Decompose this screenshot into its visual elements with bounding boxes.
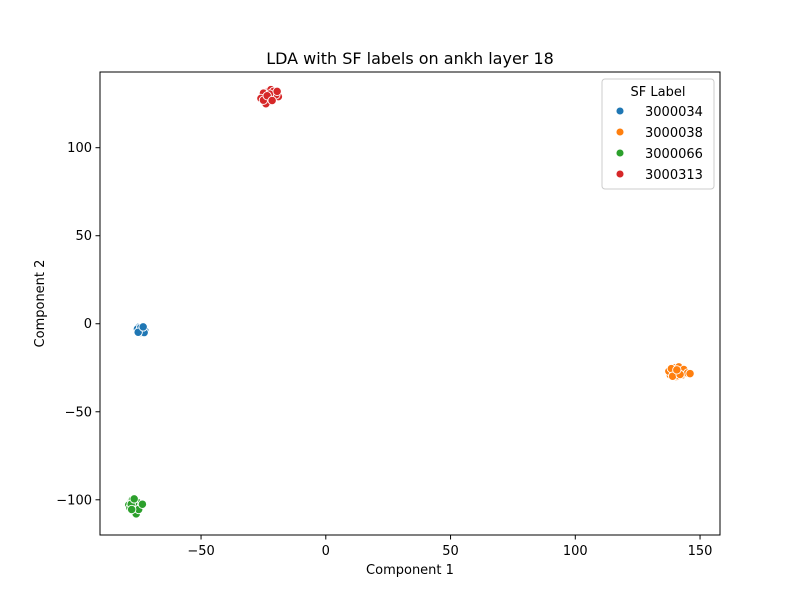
y-axis-ticks: −100 −50 0 50 100 — [56, 141, 100, 508]
y-tick-label: 0 — [84, 317, 92, 332]
data-point — [138, 322, 148, 332]
x-tick-label: 150 — [688, 544, 713, 559]
legend-marker — [615, 148, 625, 158]
y-tick-label: −50 — [65, 405, 92, 420]
x-tick-label: 100 — [563, 544, 588, 559]
series-3000038 — [664, 362, 695, 382]
legend: SF Label 3000034 3000038 3000066 3000313 — [601, 78, 715, 190]
data-point — [137, 499, 148, 509]
data-point — [127, 504, 137, 515]
legend-label: 3000034 — [645, 105, 703, 120]
legend-item-3000313: 3000313 — [615, 168, 703, 183]
chart-title: LDA with SF labels on ankh layer 18 — [266, 49, 554, 68]
series-3000313 — [256, 84, 284, 109]
legend-label: 3000038 — [645, 126, 703, 141]
legend-marker — [615, 169, 625, 179]
x-axis-ticks: −50 0 50 100 150 — [187, 535, 712, 559]
data-point — [129, 494, 139, 504]
series-3000034 — [132, 322, 150, 338]
legend-item-3000034: 3000034 — [615, 105, 703, 120]
data-point — [685, 368, 695, 379]
data-point — [672, 365, 682, 375]
y-tick-label: 50 — [75, 229, 92, 244]
data-points-layer — [124, 84, 695, 519]
data-point — [267, 95, 277, 106]
legend-item-3000038: 3000038 — [615, 126, 703, 141]
legend-title: SF Label — [631, 85, 686, 100]
y-axis-title: Component 2 — [33, 260, 48, 348]
x-tick-label: 50 — [442, 544, 459, 559]
y-tick-label: 100 — [67, 141, 92, 156]
data-point — [272, 86, 282, 97]
y-tick-label: −100 — [56, 493, 92, 508]
legend-label: 3000066 — [645, 147, 703, 162]
legend-marker — [615, 127, 625, 137]
x-axis-title: Component 1 — [366, 563, 454, 578]
plot-frame — [99, 71, 721, 536]
legend-item-3000066: 3000066 — [615, 147, 703, 162]
series-3000066 — [124, 494, 148, 519]
legend-box — [601, 78, 715, 190]
legend-items: 3000034 3000038 3000066 3000313 — [615, 105, 703, 183]
legend-label: 3000313 — [645, 168, 703, 183]
x-tick-label: 0 — [322, 544, 330, 559]
legend-marker — [615, 106, 625, 116]
x-tick-label: −50 — [187, 544, 214, 559]
